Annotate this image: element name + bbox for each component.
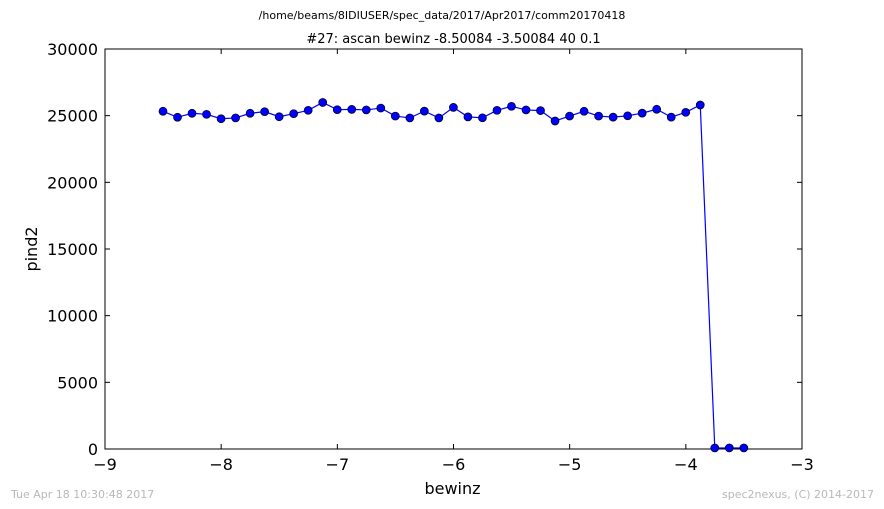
x-tick-label: −7 — [326, 455, 350, 474]
data-point — [260, 107, 269, 117]
y-tick-label: 15000 — [47, 240, 98, 259]
data-point — [550, 116, 560, 126]
series-line — [162, 101, 744, 449]
data-point — [463, 112, 473, 122]
credit-footer: spec2nexus, (C) 2014-2017 — [722, 488, 874, 501]
x-tick-label: −6 — [442, 455, 466, 474]
data-point — [724, 443, 734, 453]
data-point — [318, 98, 328, 107]
data-point — [347, 105, 357, 114]
data-point — [739, 443, 749, 453]
y-tick-label: 20000 — [47, 173, 98, 192]
data-point — [173, 112, 182, 122]
data-point — [710, 443, 720, 453]
timestamp-footer: Tue Apr 18 10:30:48 2017 — [11, 488, 155, 501]
data-point — [579, 106, 589, 116]
data-point — [666, 112, 676, 122]
data-point — [695, 100, 705, 110]
data-point — [536, 106, 545, 115]
axes — [104, 48, 803, 450]
data-point — [594, 111, 603, 121]
data-point — [623, 111, 633, 121]
data-point — [303, 105, 313, 115]
x-tick-label: −3 — [790, 455, 814, 474]
y-tick-label: 0 — [88, 440, 98, 459]
data-point — [420, 106, 429, 116]
y-tick-label: 5000 — [57, 373, 98, 392]
x-axis-label: bewinz — [424, 479, 480, 498]
data-point — [216, 114, 226, 124]
data-point — [231, 113, 240, 123]
data-point — [681, 107, 691, 117]
file-path-title: /home/beams/8IDIUSER/spec_data/2017/Apr2… — [258, 9, 626, 22]
y-tick-label: 30000 — [47, 40, 98, 59]
chart-title: #27: ascan bewinz -8.50084 -3.50084 40 0… — [306, 32, 600, 47]
data-point — [449, 103, 458, 112]
data-point — [478, 113, 487, 123]
data-point — [245, 108, 255, 118]
x-tick-label: −4 — [674, 455, 698, 474]
data-point — [390, 111, 400, 121]
data-point — [376, 103, 386, 113]
x-tick-label: −8 — [209, 455, 233, 474]
data-point — [637, 108, 647, 118]
data-point — [521, 105, 531, 115]
chart-text: −9 −8 −7 −6 −5 −4 −3 0 5000 10000 15000 20000 25000 3… — [22, 32, 814, 498]
data-point — [274, 112, 284, 122]
data-point — [361, 105, 371, 115]
y-axis-label: pind2 — [22, 226, 41, 271]
series-pind2 — [158, 98, 749, 453]
data-point — [202, 109, 211, 119]
data-point — [492, 105, 502, 115]
data-point — [565, 111, 574, 121]
data-point — [608, 112, 618, 122]
data-point — [158, 106, 168, 116]
data-point — [652, 104, 662, 114]
data-point — [332, 105, 342, 115]
data-point — [289, 109, 299, 119]
data-point — [507, 101, 516, 111]
data-point — [434, 113, 444, 123]
y-tick-label: 25000 — [47, 107, 98, 126]
data-point — [405, 113, 415, 123]
y-tick-label: 10000 — [47, 307, 98, 326]
x-tick-label: −5 — [558, 455, 582, 474]
data-point — [187, 108, 197, 118]
x-tick-label: −9 — [93, 455, 117, 474]
